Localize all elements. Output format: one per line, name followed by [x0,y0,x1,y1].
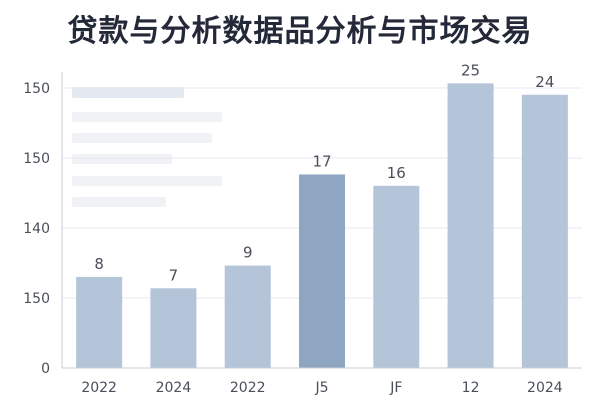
x-tick-label: 2022 [81,380,117,396]
y-tick-label: 150 [23,151,50,167]
data-label: 17 [312,152,331,170]
x-tick-label: JF [389,380,402,396]
y-tick-label: 0 [41,361,50,377]
legend-placeholder-bar [72,112,222,122]
bar [373,185,420,368]
data-label: 16 [387,164,406,182]
bar [150,288,197,368]
bar [299,174,345,368]
legend-placeholder [72,87,222,207]
x-tick-label: 2024 [527,380,563,396]
chart-title: 贷款与分析数据品分析与市场交易 [67,14,533,49]
data-label: 8 [94,255,104,273]
legend-placeholder-bar [72,197,166,207]
legend-placeholder-bar [72,176,222,186]
y-tick-label: 140 [23,221,50,237]
y-tick-label: 150 [23,291,50,307]
bar [447,83,494,368]
data-label: 7 [169,266,179,284]
y-tick-label: 150 [23,81,50,97]
bar [224,265,271,368]
legend-placeholder-bar [72,87,184,98]
legend-placeholder-bar [72,133,212,143]
bar [76,276,123,368]
data-label: 25 [461,61,480,79]
legend-placeholder-bar [72,154,172,164]
x-tick-label: 2022 [230,380,266,396]
x-tick-label: J5 [314,380,328,396]
x-tick-label: 2024 [156,380,192,396]
data-label: 9 [243,244,253,262]
x-tick-label: 12 [462,380,480,396]
bar [521,94,568,369]
data-label: 24 [535,73,554,91]
